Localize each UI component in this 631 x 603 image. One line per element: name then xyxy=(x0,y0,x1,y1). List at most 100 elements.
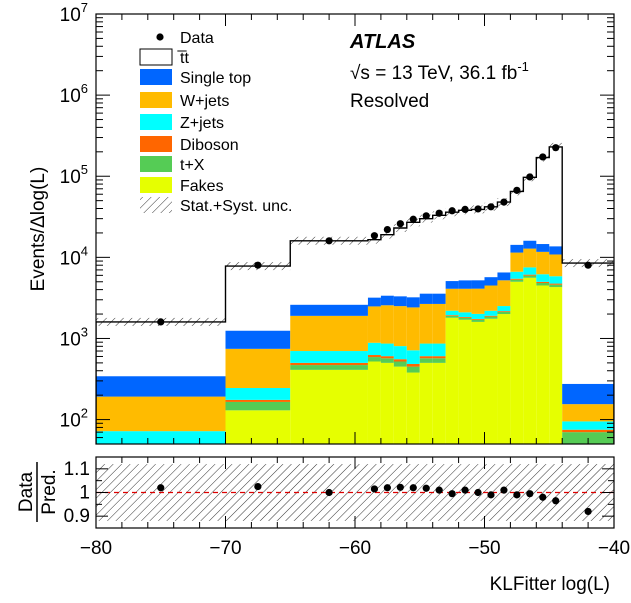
legend: Data t̅t Single top W+jets Z+jets Diboso… xyxy=(139,30,293,215)
y-tick-base: 10 xyxy=(60,86,81,107)
bar-w-jets-bin-18 xyxy=(562,404,614,422)
bar-fakes-bin-11 xyxy=(471,321,485,444)
bar-w-jets-bin-15 xyxy=(523,248,537,268)
bar-fakes-bin-15 xyxy=(523,277,537,444)
bar-t-x-bin-4 xyxy=(380,358,394,363)
legend-label-diboson: Diboson xyxy=(180,137,239,154)
bar-t-x-bin-15 xyxy=(523,275,537,278)
bar-diboson-bin-6 xyxy=(406,363,420,367)
bar-single-top-bin-9 xyxy=(445,281,459,289)
ratio-point-0 xyxy=(157,484,165,492)
experiment-info: ATLAS √s = 13 TeV, 36.1 fb-1 Resolved xyxy=(349,31,529,112)
bar-single-top-bin-10 xyxy=(458,280,472,289)
bar-fakes-bin-10 xyxy=(458,319,472,444)
bar-w-jets-bin-16 xyxy=(536,251,550,275)
data-point-4 xyxy=(383,225,391,234)
bar-diboson-bin-14 xyxy=(510,278,524,280)
bar-z-jets-bin-1 xyxy=(225,388,291,400)
stacked-backgrounds xyxy=(96,240,614,449)
ratio-panel: 0.91 1.1 −80 −70 −60 −50 −40 Data Pred. xyxy=(16,456,630,559)
y-tick-base: 10 xyxy=(60,329,81,350)
bar-z-jets-bin-4 xyxy=(380,343,394,357)
y-tick-exponent: 5 xyxy=(81,162,88,177)
legend-swatch-diboson xyxy=(140,136,172,152)
bar-fakes-bin-8 xyxy=(432,362,446,444)
y-tick-label: 104 xyxy=(60,243,88,269)
bar-w-jets-bin-0 xyxy=(96,396,226,432)
bar-single-top-bin-17 xyxy=(549,246,563,255)
ratio-point-8 xyxy=(435,486,443,494)
bar-diboson-bin-13 xyxy=(497,311,511,312)
data-point-18 xyxy=(584,261,592,269)
bar-z-jets-bin-2 xyxy=(290,351,368,363)
bar-single-top-bin-2 xyxy=(290,304,368,316)
energy-label: √s = 13 TeV, 36.1 fb-1 xyxy=(350,59,529,84)
bar-single-top-bin-7 xyxy=(419,293,433,304)
ratio-tick-label: 1.1 xyxy=(64,459,90,480)
bar-z-jets-bin-13 xyxy=(497,306,511,312)
bar-diboson-bin-15 xyxy=(523,274,537,276)
bar-z-jets-bin-16 xyxy=(536,274,550,282)
x-tick-label: −50 xyxy=(468,538,500,559)
ratio-point-12 xyxy=(487,491,495,499)
bar-diboson-bin-11 xyxy=(471,318,485,320)
bar-diboson-bin-3 xyxy=(367,355,381,358)
y-tick-base: 10 xyxy=(60,167,81,188)
bar-z-jets-bin-8 xyxy=(432,343,446,357)
bar-t-x-bin-2 xyxy=(290,365,368,370)
bar-t-x-bin-14 xyxy=(510,279,524,282)
bar-fakes-bin-3 xyxy=(367,361,381,444)
data-point-11 xyxy=(474,205,482,213)
bar-w-jets-bin-7 xyxy=(419,303,433,344)
y-tick-label: 103 xyxy=(60,324,88,350)
bar-w-jets-bin-9 xyxy=(445,288,459,311)
bar-w-jets-bin-1 xyxy=(225,348,291,389)
bar-single-top-bin-4 xyxy=(380,295,394,306)
legend-label-zjets: Z+jets xyxy=(180,115,224,132)
ratio-uncertainty-rect xyxy=(96,464,614,521)
bar-t-x-bin-3 xyxy=(367,357,381,362)
bar-fakes-bin-9 xyxy=(445,317,459,444)
ratio-label-top: Data xyxy=(16,472,37,513)
ratio-point-10 xyxy=(461,486,469,494)
bar-w-jets-bin-11 xyxy=(471,288,485,314)
data-point-17 xyxy=(552,144,560,152)
ratio-point-18 xyxy=(584,507,592,516)
bar-w-jets-bin-4 xyxy=(380,305,394,344)
legend-label-ttbar: t̅t xyxy=(177,50,189,67)
ratio-tick-label: 1 xyxy=(79,483,90,504)
y-tick-label: 107 xyxy=(60,0,88,26)
energy-lumi: = 13 TeV, 36.1 fb xyxy=(370,63,517,84)
bar-w-jets-bin-17 xyxy=(549,254,563,277)
bar-t-x-bin-11 xyxy=(471,319,485,322)
x-tick-label: −70 xyxy=(209,538,241,559)
bar-single-top-bin-0 xyxy=(96,376,226,397)
ratio-points xyxy=(157,482,592,516)
bar-fakes-bin-1 xyxy=(225,410,291,444)
bar-fakes-bin-18 xyxy=(562,444,614,449)
ratio-point-6 xyxy=(409,484,417,492)
bar-t-x-bin-12 xyxy=(484,316,498,319)
bar-fakes-bin-4 xyxy=(380,362,394,444)
legend-swatch-single-top xyxy=(140,69,172,85)
bar-fakes-bin-7 xyxy=(419,362,433,444)
bar-single-top-bin-8 xyxy=(432,293,446,304)
data-point-9 xyxy=(448,207,456,215)
ratio-point-11 xyxy=(474,488,482,497)
data-point-3 xyxy=(370,232,379,240)
data-point-13 xyxy=(500,198,508,206)
bar-fakes-bin-6 xyxy=(406,372,420,444)
legend-swatch-zjets xyxy=(140,114,172,130)
bar-single-top-bin-1 xyxy=(225,330,291,349)
bar-single-top-bin-14 xyxy=(510,244,524,253)
bar-z-jets-bin-12 xyxy=(484,310,498,316)
data-point-1 xyxy=(254,261,262,269)
x-tick-labels: −80 −70 −60 −50 −40 xyxy=(80,538,630,559)
y-tick-exponent: 7 xyxy=(81,0,88,15)
bar-z-jets-bin-6 xyxy=(406,350,420,364)
bar-fakes-bin-16 xyxy=(536,285,550,444)
y-tick-label: 106 xyxy=(60,81,88,107)
bar-z-jets-bin-18 xyxy=(562,421,614,430)
legend-swatch-ttbar xyxy=(139,48,173,66)
bar-diboson-bin-4 xyxy=(380,356,394,359)
